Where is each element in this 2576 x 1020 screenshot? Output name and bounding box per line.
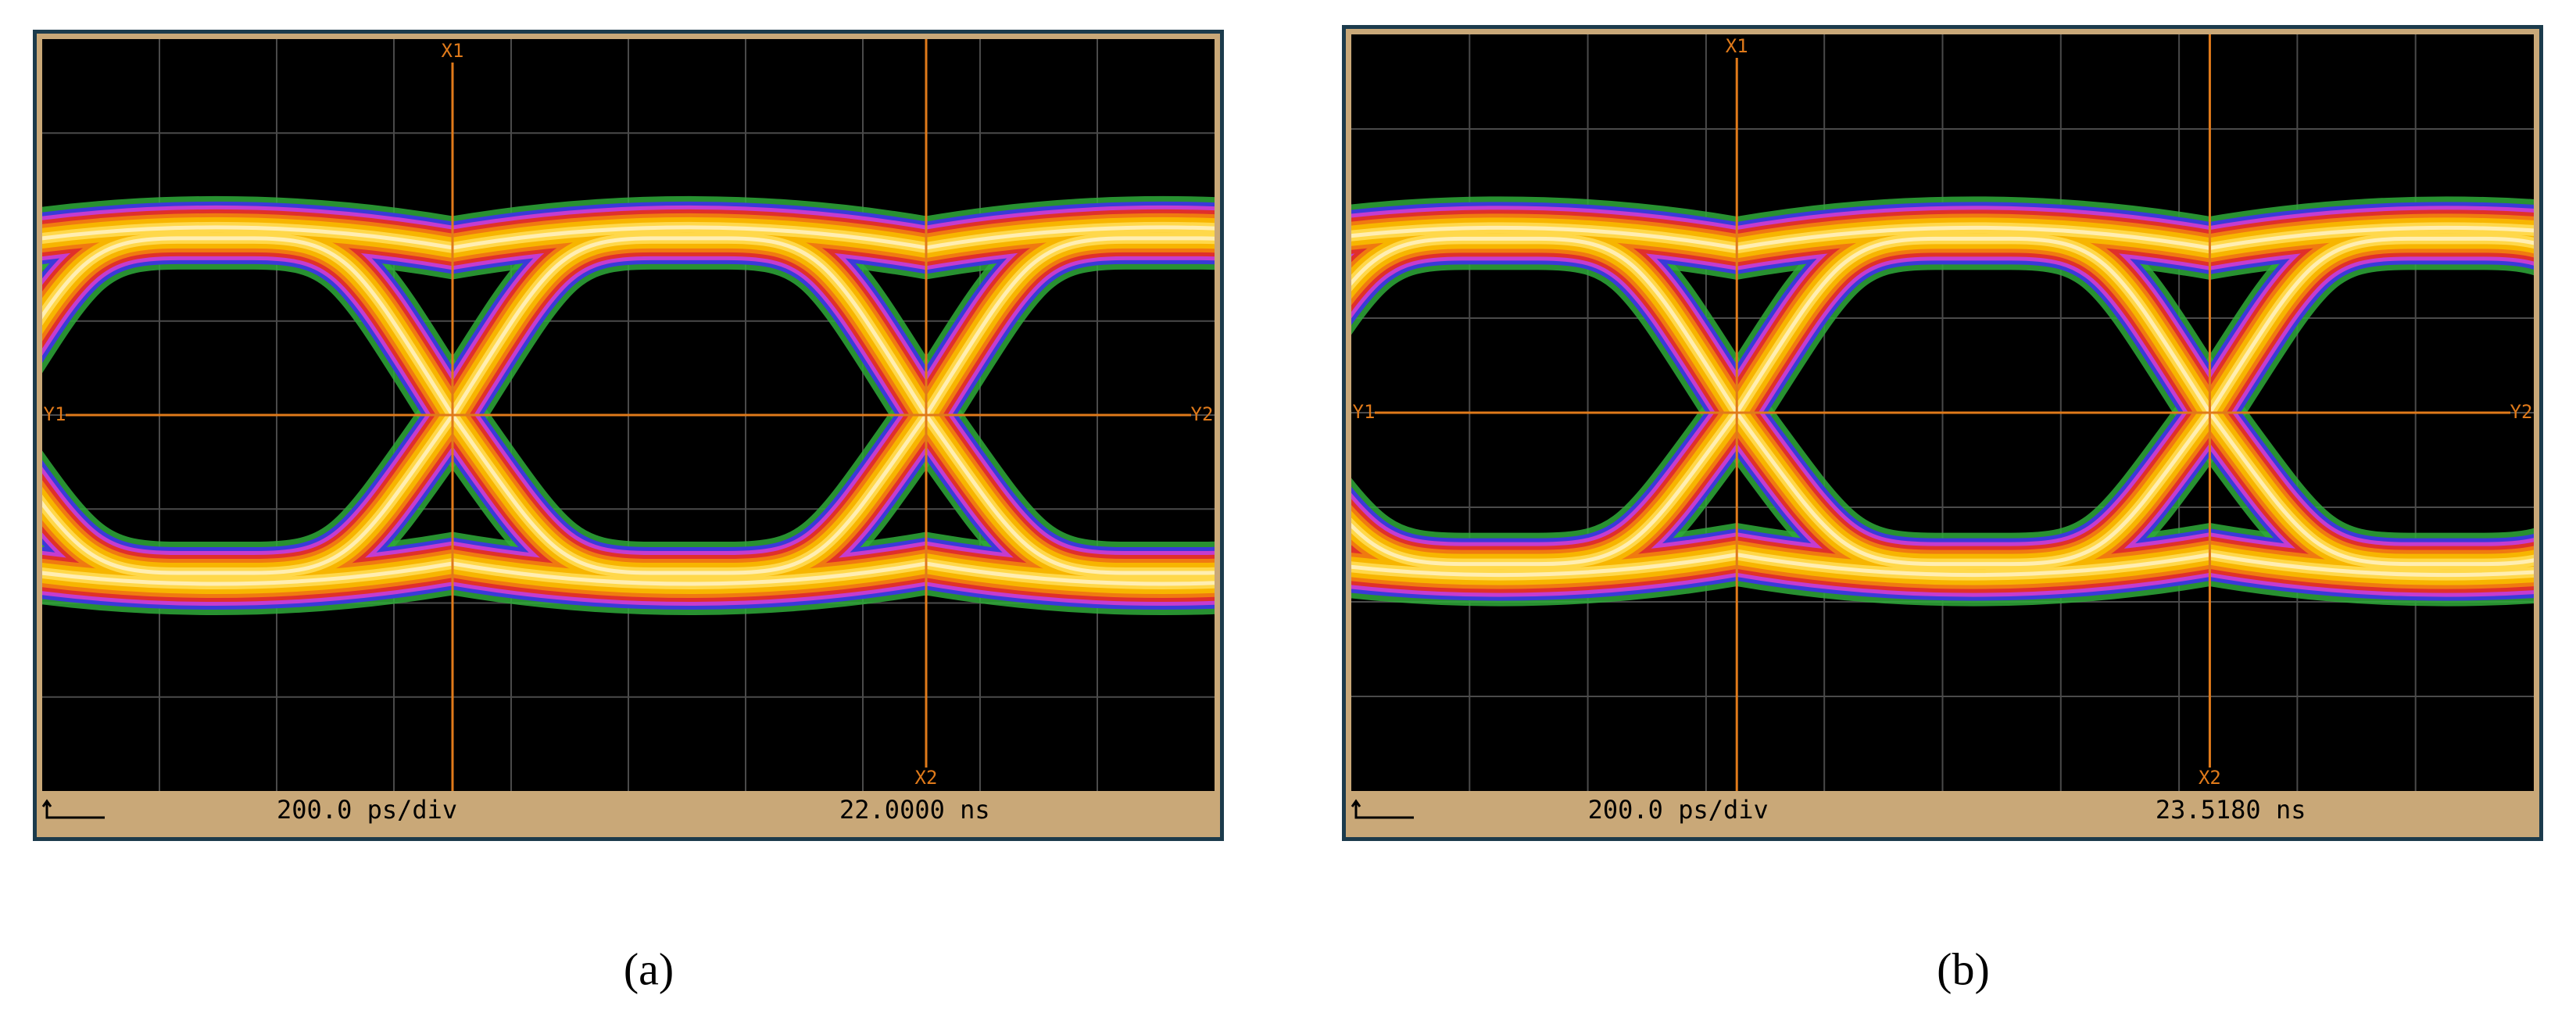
eye-trace: [2207, 410, 2534, 567]
cursor-label: X1: [442, 40, 464, 62]
position: 23.5180 ns: [2156, 795, 2306, 825]
cursor-label: X1: [1726, 35, 1748, 57]
eye-diagram: [1351, 196, 2534, 607]
eye-trace: [1351, 236, 1739, 415]
panel-caption: (b): [1937, 943, 1990, 994]
eye-trace: [42, 561, 1215, 586]
trigger-icon: [41, 799, 105, 819]
cursor-label: Y2: [1191, 403, 1214, 425]
position: 22.0000 ns: [839, 795, 990, 825]
cursor-label: X2: [2199, 767, 2221, 789]
eye-trace: [924, 413, 1215, 575]
eye-trace: [1734, 410, 2212, 567]
eye-trace: [42, 413, 455, 575]
trigger-icon: [1351, 799, 1414, 819]
timebase: 200.0 ps/div: [277, 795, 457, 825]
cursor-label: Y1: [44, 403, 66, 425]
eye-trace: [1734, 236, 2212, 415]
eye-trace: [42, 225, 1215, 250]
scope-panel: X1 X2 Y1 Y2 200.0 ps/div 22.0000 ns: [33, 30, 1224, 841]
eye-trace: [1351, 410, 1739, 567]
eye-trace: [1351, 553, 2534, 578]
eye-trace: [450, 413, 928, 575]
cursor-label: Y2: [2510, 401, 2533, 423]
panel-caption: (a): [624, 943, 674, 994]
eye-trace: [1351, 225, 2534, 250]
scope-panel: X1 X2 Y1 Y2 200.0 ps/div 23.5180 ns: [1342, 25, 2543, 841]
eye-trace: [2207, 236, 2534, 415]
eye-trace: [42, 236, 455, 417]
eye-diagram: [42, 195, 1215, 616]
cursor-label: X2: [915, 767, 938, 789]
eye-trace: [450, 236, 928, 417]
eye-trace: [924, 236, 1215, 417]
cursor-label: Y1: [1353, 401, 1376, 423]
timebase: 200.0 ps/div: [1588, 795, 1769, 825]
